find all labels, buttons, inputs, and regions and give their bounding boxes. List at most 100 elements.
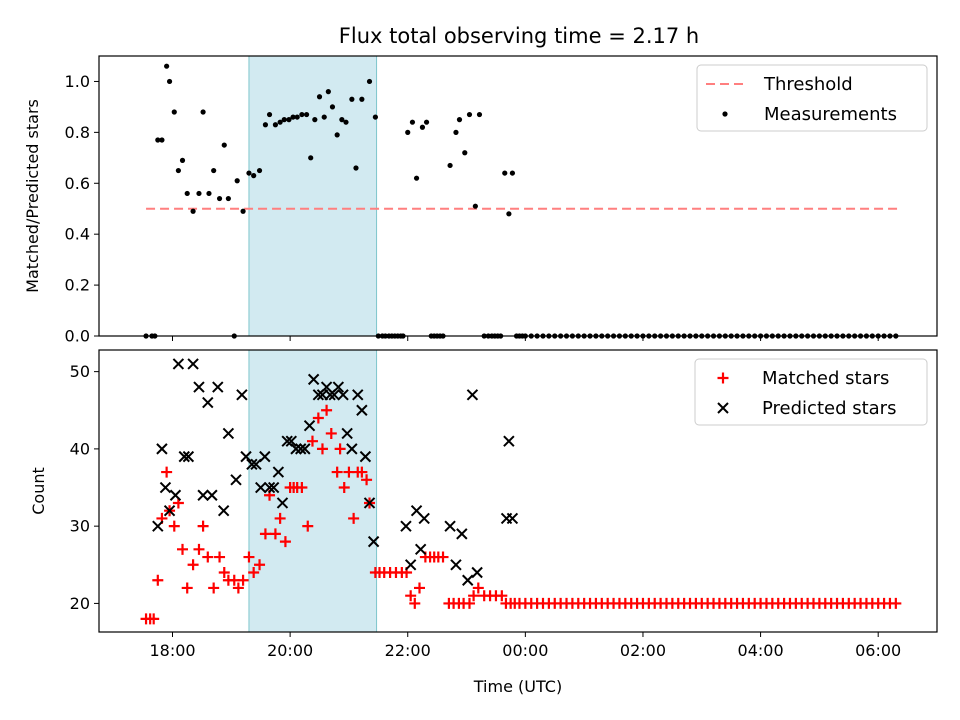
- top-ytick-label-3: 0.6: [65, 174, 90, 193]
- bottom-series1-point-40: [337, 389, 349, 401]
- top-series1-point-44: [349, 96, 355, 102]
- top-legend-box: [696, 64, 928, 132]
- bottom-series1-point-17: [236, 389, 248, 401]
- bottom-series0-point-70: [472, 582, 484, 594]
- bottom-xtick-label-5: 04:00: [738, 641, 784, 660]
- bottom-ytick-label-1: 30: [70, 517, 90, 536]
- bottom-series1-point-31: [299, 443, 311, 455]
- top-legend-label-0: Threshold: [763, 74, 853, 95]
- top-series1-point-30: [286, 117, 292, 123]
- bottom-series1-point-25: [272, 466, 285, 478]
- bottom-series0-point-16: [214, 551, 226, 563]
- top-shaded-region: [248, 55, 378, 337]
- bottom-legend-label-1: Predicted stars: [762, 398, 896, 419]
- top-series1-point-69: [453, 129, 459, 135]
- bottom-xtick-label-4: 02:00: [620, 641, 666, 660]
- top-series1-point-34: [303, 111, 310, 118]
- bottom-legend: Matched stars Predicted stars: [694, 358, 928, 426]
- bottom-ylabel: Count: [29, 467, 48, 515]
- bottom-series1-point-12: [206, 489, 218, 501]
- bottom-series1-point-52: [418, 512, 430, 525]
- bottom-series1-point-45: [359, 450, 372, 463]
- bottom-series0-point-3: [152, 574, 164, 586]
- bottom-series1-point-46: [363, 497, 376, 509]
- top-series1-point-39: [325, 89, 331, 95]
- top-series1-point-43: [343, 119, 349, 125]
- bottom-series1-point-48: [400, 520, 412, 532]
- bottom-series1-point-33: [307, 373, 320, 386]
- bottom-series0-point-21: [237, 574, 249, 586]
- top-series1-point-71: [462, 150, 468, 156]
- top-series1-point-27: [272, 122, 279, 128]
- bottom-series0-point-37: [316, 443, 328, 455]
- bottom-series0-point-69: [468, 590, 480, 602]
- top-series1-point-41: [334, 132, 340, 138]
- bottom-series0-point-29: [279, 536, 291, 548]
- bottom-series1-point-22: [259, 450, 271, 463]
- bottom-xtick-label-2: 22:00: [385, 641, 431, 660]
- bottom-series1-point-16: [230, 474, 242, 486]
- bottom-series1-point-30: [295, 443, 307, 455]
- top-series1-point-20: [234, 178, 240, 184]
- bottom-series1-point-7: [182, 450, 195, 463]
- bottom-series1-point-24: [267, 481, 280, 494]
- top-series1-point-15: [211, 167, 217, 174]
- top-series1-point-42: [339, 117, 345, 123]
- bottom-legend-label-0: Matched stars: [762, 368, 889, 389]
- bottom-series0-point-25: [259, 528, 271, 540]
- top-series1-point-82: [506, 211, 512, 217]
- bottom-series1-point-47: [367, 535, 380, 548]
- bottom-series1-point-58: [471, 566, 483, 579]
- bottom-panel-count-plot: 20 30 40 50 18:00 20:00 22:00 00:00 02:00 04:00 06…: [29, 349, 938, 696]
- bottom-series1-point-5: [172, 358, 185, 370]
- bottom-series1-point-44: [356, 404, 368, 416]
- top-series1-point-62: [423, 119, 430, 125]
- bottom-series0-point-35: [306, 435, 318, 447]
- bottom-series1-point-1: [156, 443, 168, 455]
- bottom-series0-point-41: [334, 443, 346, 455]
- top-series1-point-5: [164, 63, 170, 69]
- bottom-series1-point-61: [506, 512, 519, 525]
- bottom-series0-point-9: [177, 543, 189, 555]
- top-legend-label-1: Measurements: [764, 104, 897, 125]
- bottom-series1-point-19: [246, 458, 258, 471]
- bottom-series0-point-44: [348, 512, 360, 524]
- top-series1-point-32: [294, 114, 300, 120]
- bottom-series1-point-56: [462, 574, 474, 586]
- bottom-series1-point-3: [163, 504, 176, 517]
- bottom-series0-point-28: [274, 512, 286, 524]
- bottom-series1-point-0: [152, 520, 164, 532]
- bottom-legend-box: [694, 358, 928, 426]
- top-legend: Threshold Measurements: [696, 64, 928, 132]
- bottom-series1-point-42: [346, 443, 358, 455]
- bottom-series0-point-13: [197, 520, 209, 532]
- top-series1-point-36: [312, 117, 318, 123]
- top-series1-point-61: [419, 124, 426, 130]
- bottom-series1-point-15: [222, 427, 235, 440]
- top-series1-point-18: [225, 195, 231, 202]
- top-series1-point-29: [281, 117, 287, 123]
- top-panel-ratio-plot: 0.0 0.2 0.4 0.6 0.8 1.0 Matched/Predicted star…: [23, 55, 938, 346]
- top-series1-point-48: [372, 114, 378, 120]
- bottom-series1-point-39: [332, 381, 345, 393]
- top-ytick-label-5: 1.0: [65, 72, 90, 91]
- bottom-series1-point-49: [404, 559, 417, 571]
- bottom-series0-point-38: [321, 404, 333, 416]
- bottom-series1-point-26: [276, 497, 289, 509]
- top-series1-point-38: [321, 114, 327, 120]
- bottom-legend-handle-0: [717, 372, 729, 384]
- top-series1-point-13: [200, 109, 206, 115]
- bottom-series0-point-63: [437, 551, 449, 563]
- bottom-series1-point-51: [414, 543, 427, 556]
- top-ylabel: Matched/Predicted stars: [23, 99, 42, 293]
- top-series1-point-59: [409, 119, 416, 125]
- bottom-series0-point-15: [208, 582, 220, 594]
- bottom-series0-point-58: [413, 582, 425, 594]
- bottom-series1-point-41: [341, 427, 353, 440]
- bottom-series1-point-53: [444, 520, 456, 532]
- bottom-series0-point-74: [496, 590, 508, 602]
- bottom-series0-point-5: [161, 466, 173, 478]
- top-series1-point-3: [155, 137, 161, 143]
- bottom-series0-point-36: [312, 412, 324, 424]
